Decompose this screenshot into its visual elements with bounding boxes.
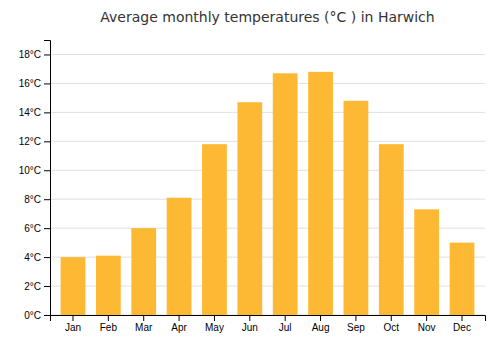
x-tick: Dec [453, 315, 471, 333]
x-tick-mark [143, 315, 144, 321]
x-tick-label: Jan [65, 322, 81, 333]
x-tick-label: Jun [242, 322, 258, 333]
x-tick: Oct [383, 315, 399, 333]
grid-line [50, 141, 485, 142]
x-tick-label: May [205, 322, 224, 333]
y-tick: 2°C [24, 281, 50, 292]
x-tick: Nov [418, 315, 436, 333]
y-tick: 18°C [19, 49, 50, 60]
x-tick-label: Oct [383, 322, 399, 333]
x-tick-label: Apr [171, 322, 187, 333]
x-tick-mark [72, 315, 73, 321]
y-tick: 6°C [24, 223, 50, 234]
y-tick-label: 2°C [24, 281, 41, 292]
y-tick: 16°C [19, 78, 50, 89]
bar [379, 144, 404, 315]
grid-line [50, 170, 485, 171]
y-tick-mark [44, 286, 50, 287]
x-tick-mark [426, 315, 427, 321]
x-tick-label: Aug [312, 322, 330, 333]
x-tick-mark [391, 315, 392, 321]
y-tick-mark [44, 54, 50, 55]
x-tick: Apr [171, 315, 187, 333]
x-tick-mark [179, 315, 180, 321]
y-tick-label: 10°C [19, 165, 41, 176]
bars [61, 72, 475, 315]
x-axis-line [51, 316, 486, 322]
title: Average monthly temperatures (°C ) in Ha… [100, 9, 434, 25]
bar [237, 102, 262, 315]
bar [131, 228, 156, 315]
bar [308, 72, 333, 315]
bar [202, 144, 227, 315]
x-tick-mark [285, 315, 286, 321]
bar [414, 209, 439, 315]
bar [96, 256, 121, 315]
y-tick-label: 0°C [24, 310, 41, 321]
bar [450, 243, 475, 315]
grid-line [50, 54, 485, 55]
bar [61, 257, 86, 315]
y-axis: 0°C 2°C 4°C 6°C 8°C 10°C 12°C 14°C 16°C 18°C [19, 41, 51, 321]
x-tick: Sep [347, 315, 365, 333]
x-tick: Aug [312, 315, 330, 333]
y-tick: 12°C [19, 136, 50, 147]
x-tick-mark [249, 315, 250, 321]
y-tick-label: 4°C [24, 252, 41, 263]
y-tick-label: 18°C [19, 49, 41, 60]
x-tick: Feb [100, 315, 118, 333]
chart: Jan Feb Mar Apr May Jun Jul Aug Sep Oct Nov Dec 0°C 2… [0, 0, 500, 350]
y-tick-mark [44, 170, 50, 171]
x-tick-mark [355, 315, 356, 321]
x-tick-label: Nov [418, 322, 436, 333]
y-tick: 8°C [24, 194, 50, 205]
x-tick: May [205, 315, 224, 333]
y-tick-mark [44, 315, 50, 316]
x-tick: Jan [65, 315, 81, 333]
x-tick: Mar [135, 315, 153, 333]
y-tick-label: 14°C [19, 107, 41, 118]
bar [167, 198, 192, 315]
y-tick-mark [44, 228, 50, 229]
grid [50, 54, 485, 315]
y-tick-label: 16°C [19, 78, 41, 89]
x-axis: Jan Feb Mar Apr May Jun Jul Aug Sep Oct Nov Dec [51, 315, 486, 333]
plot: Jan Feb Mar Apr May Jun Jul Aug Sep Oct Nov Dec 0°C 2… [19, 41, 486, 334]
y-tick-label: 12°C [19, 136, 41, 147]
x-tick-mark [462, 315, 463, 321]
x-tick-label: Jul [279, 322, 292, 333]
y-tick-mark [44, 83, 50, 84]
y-tick-label: 6°C [24, 223, 41, 234]
y-tick-mark [44, 141, 50, 142]
x-tick: Jul [279, 315, 292, 333]
x-tick-label: Sep [347, 322, 365, 333]
x-tick-label: Feb [100, 322, 118, 333]
bar [273, 73, 298, 315]
y-tick: 0°C [24, 310, 50, 321]
x-tick-mark [214, 315, 215, 321]
grid-line [50, 199, 485, 200]
x-tick-mark [108, 315, 109, 321]
bar [344, 101, 369, 315]
y-tick-mark [44, 199, 50, 200]
y-axis-line [44, 41, 51, 316]
y-tick-mark [44, 112, 50, 113]
x-tick-mark [320, 315, 321, 321]
x-tick-label: Dec [453, 322, 471, 333]
y-tick: 14°C [19, 107, 50, 118]
y-tick-label: 8°C [24, 194, 41, 205]
y-tick: 4°C [24, 252, 50, 263]
grid-line [50, 83, 485, 84]
y-tick-mark [44, 257, 50, 258]
x-tick-label: Mar [135, 322, 153, 333]
grid-line [50, 112, 485, 113]
y-tick: 10°C [19, 165, 50, 176]
x-tick: Jun [242, 315, 258, 333]
